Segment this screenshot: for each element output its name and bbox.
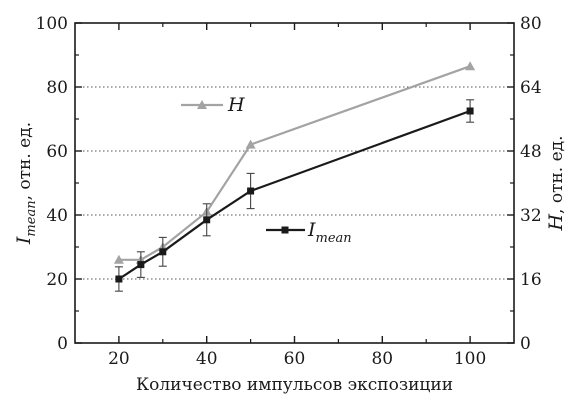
legend-h-label: H: [227, 94, 245, 116]
data-point: [159, 248, 167, 256]
y-left-tick-label: 0: [57, 334, 68, 354]
series-line-imean: [118, 109, 471, 280]
y-left-tick-label: 80: [46, 78, 68, 98]
y-left-tick-label: 100: [36, 14, 68, 34]
y-right-axis-title: H, отн. ед.: [545, 135, 567, 231]
y-left-axis-title: Imean, отн. ед.: [13, 122, 39, 245]
y-left-tick-label: 40: [46, 206, 68, 226]
series-imean: [114, 99, 475, 292]
y-right-tick-label: 32: [520, 206, 542, 226]
y-right-tick-label: 64: [520, 78, 542, 98]
y-right-tick-label: 0: [520, 334, 531, 354]
y-right-tick-label: 16: [520, 270, 542, 290]
series-layer: [113, 61, 476, 292]
svg-text:H, отн. ед.: H, отн. ед.: [545, 135, 567, 231]
data-point: [466, 107, 474, 115]
series-line-h: [118, 65, 471, 261]
data-point: [245, 139, 256, 149]
x-axis-title: Количество импульсов экспозиции: [136, 375, 453, 395]
legend-imean-sub: mean: [316, 231, 352, 246]
y-right-tick-label: 80: [520, 14, 542, 34]
x-tick-label: 80: [371, 349, 393, 369]
y-left-title-sub: mean: [24, 200, 39, 236]
legend-imean-main: I: [307, 219, 316, 241]
legend-entry-h: H: [181, 94, 245, 116]
data-point: [113, 254, 124, 264]
grid-lines: [75, 86, 514, 280]
data-point: [115, 275, 123, 283]
svg-text:Imean, отн. ед.: Imean, отн. ед.: [13, 122, 39, 245]
series-h: [113, 61, 476, 264]
data-point: [247, 187, 255, 195]
legend-entry-imean: Imean: [266, 219, 352, 246]
x-tick-label: 20: [108, 349, 130, 369]
x-tick-label: 40: [196, 349, 218, 369]
y-right-title-main: H: [545, 214, 567, 232]
y-left-title-main: I: [13, 236, 35, 245]
x-tick-label: 100: [454, 349, 486, 369]
y-left-tick-label: 60: [46, 142, 68, 162]
legend-imean-label: Imean: [307, 219, 352, 246]
plot-frame: [74, 22, 515, 344]
legend-h-marker: [197, 100, 207, 109]
data-point: [137, 261, 145, 269]
y-left-tick-label: 20: [46, 270, 68, 290]
legend-imean-marker: [281, 226, 289, 234]
x-tick-label: 60: [284, 349, 306, 369]
data-point: [203, 216, 211, 224]
y-right-title-rest: , отн. ед.: [547, 135, 567, 214]
y-right-tick-label: 48: [520, 142, 542, 162]
data-point: [465, 61, 476, 71]
legend-h-main: H: [227, 94, 245, 116]
y-left-title-rest: , отн. ед.: [15, 122, 35, 201]
axis-ticks: 20 40 60 80 100 0 20 40 60 80 100 0 16 32 48 64 80: [36, 14, 542, 369]
